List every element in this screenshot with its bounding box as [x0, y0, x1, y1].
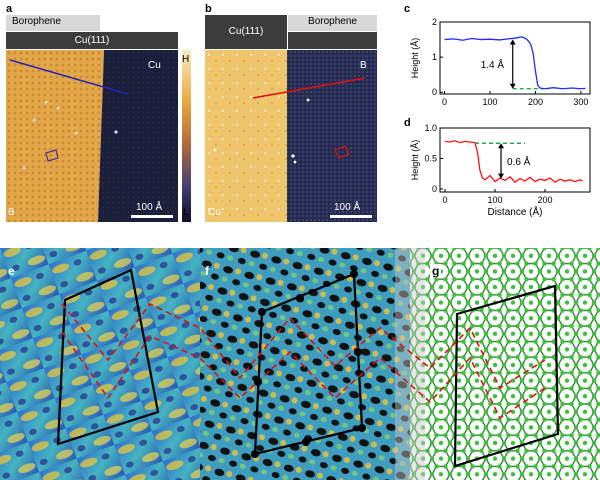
- height-profile-chart-d: 0 100 200 0 0.5 1.0 Height (Å) Distance (Å) 0.6 …: [410, 123, 591, 218]
- cu111-tag-a: Cu(111): [6, 32, 178, 49]
- x-tick-label: 0: [442, 195, 447, 205]
- cu111-bar-b: [288, 32, 377, 49]
- label-cu-a: Cu: [148, 60, 161, 71]
- y-tick-label: 2: [432, 17, 437, 27]
- scale-label-b: 100 Å: [334, 202, 361, 213]
- arrow-head-down: [509, 83, 516, 89]
- plot-frame: [439, 127, 591, 193]
- x-tick-label: 100: [482, 97, 497, 107]
- x-tick-label: 100: [487, 195, 502, 205]
- scale-bar-b: [330, 215, 372, 218]
- label-cu-b: Cu: [208, 207, 221, 218]
- height-profile-line: [444, 140, 583, 184]
- x-tick-label: 200: [528, 97, 543, 107]
- y-tick-label: 0: [432, 87, 437, 97]
- y-tick-label: 0.5: [424, 153, 437, 163]
- x-tick-label: 200: [537, 195, 552, 205]
- colorbar-low-label: L: [183, 207, 189, 218]
- y-axis-label: Height (Å): [410, 38, 420, 79]
- x-axis-label: Distance (Å): [487, 205, 542, 218]
- panel-label-a: a: [6, 3, 13, 15]
- step-height-annotation: 1.4 Å: [481, 58, 505, 71]
- x-tick-label: 300: [573, 97, 588, 107]
- y-tick-label: 0: [432, 184, 437, 194]
- panel-label-g: g: [430, 264, 442, 278]
- label-b-b: B: [360, 60, 367, 71]
- panel-label-e: e: [8, 264, 15, 278]
- arrow-head-up: [498, 143, 504, 149]
- y-tick-label: 1: [432, 52, 437, 62]
- height-profile-line: [444, 36, 586, 90]
- y-tick-label: 1.0: [424, 123, 437, 133]
- x-tick-label: 0: [442, 97, 447, 107]
- stm-image-a: [6, 50, 178, 222]
- height-profile-chart-c: 0 100 200 300 0 1 2 Height (Å) 1.4 Å: [410, 17, 591, 107]
- scale-bar-a: [131, 215, 173, 218]
- structure-overlay-panel: [0, 248, 600, 480]
- panel-label-f: f: [205, 264, 209, 278]
- plot-frame: [439, 21, 591, 95]
- panel-label-d: d: [404, 117, 411, 129]
- arrow-head-down: [498, 173, 504, 179]
- arrow-head-up: [509, 39, 516, 45]
- stm-image-b: [205, 50, 377, 222]
- scale-label-a: 100 Å: [136, 202, 163, 213]
- cu111-tag-b: Cu(111): [205, 15, 287, 49]
- panel-label-c: c: [404, 3, 411, 15]
- colorbar-high-label: H: [182, 54, 190, 65]
- borophene-tag-a: Borophene: [6, 15, 100, 31]
- panel-label-b: b: [205, 3, 212, 15]
- y-axis-label: Height (Å): [410, 140, 420, 181]
- borophene-tag-b: Borophene: [288, 15, 377, 31]
- label-b-a: B: [8, 207, 15, 218]
- step-height-annotation: 0.6 Å: [507, 155, 531, 168]
- colorbar: [182, 50, 191, 222]
